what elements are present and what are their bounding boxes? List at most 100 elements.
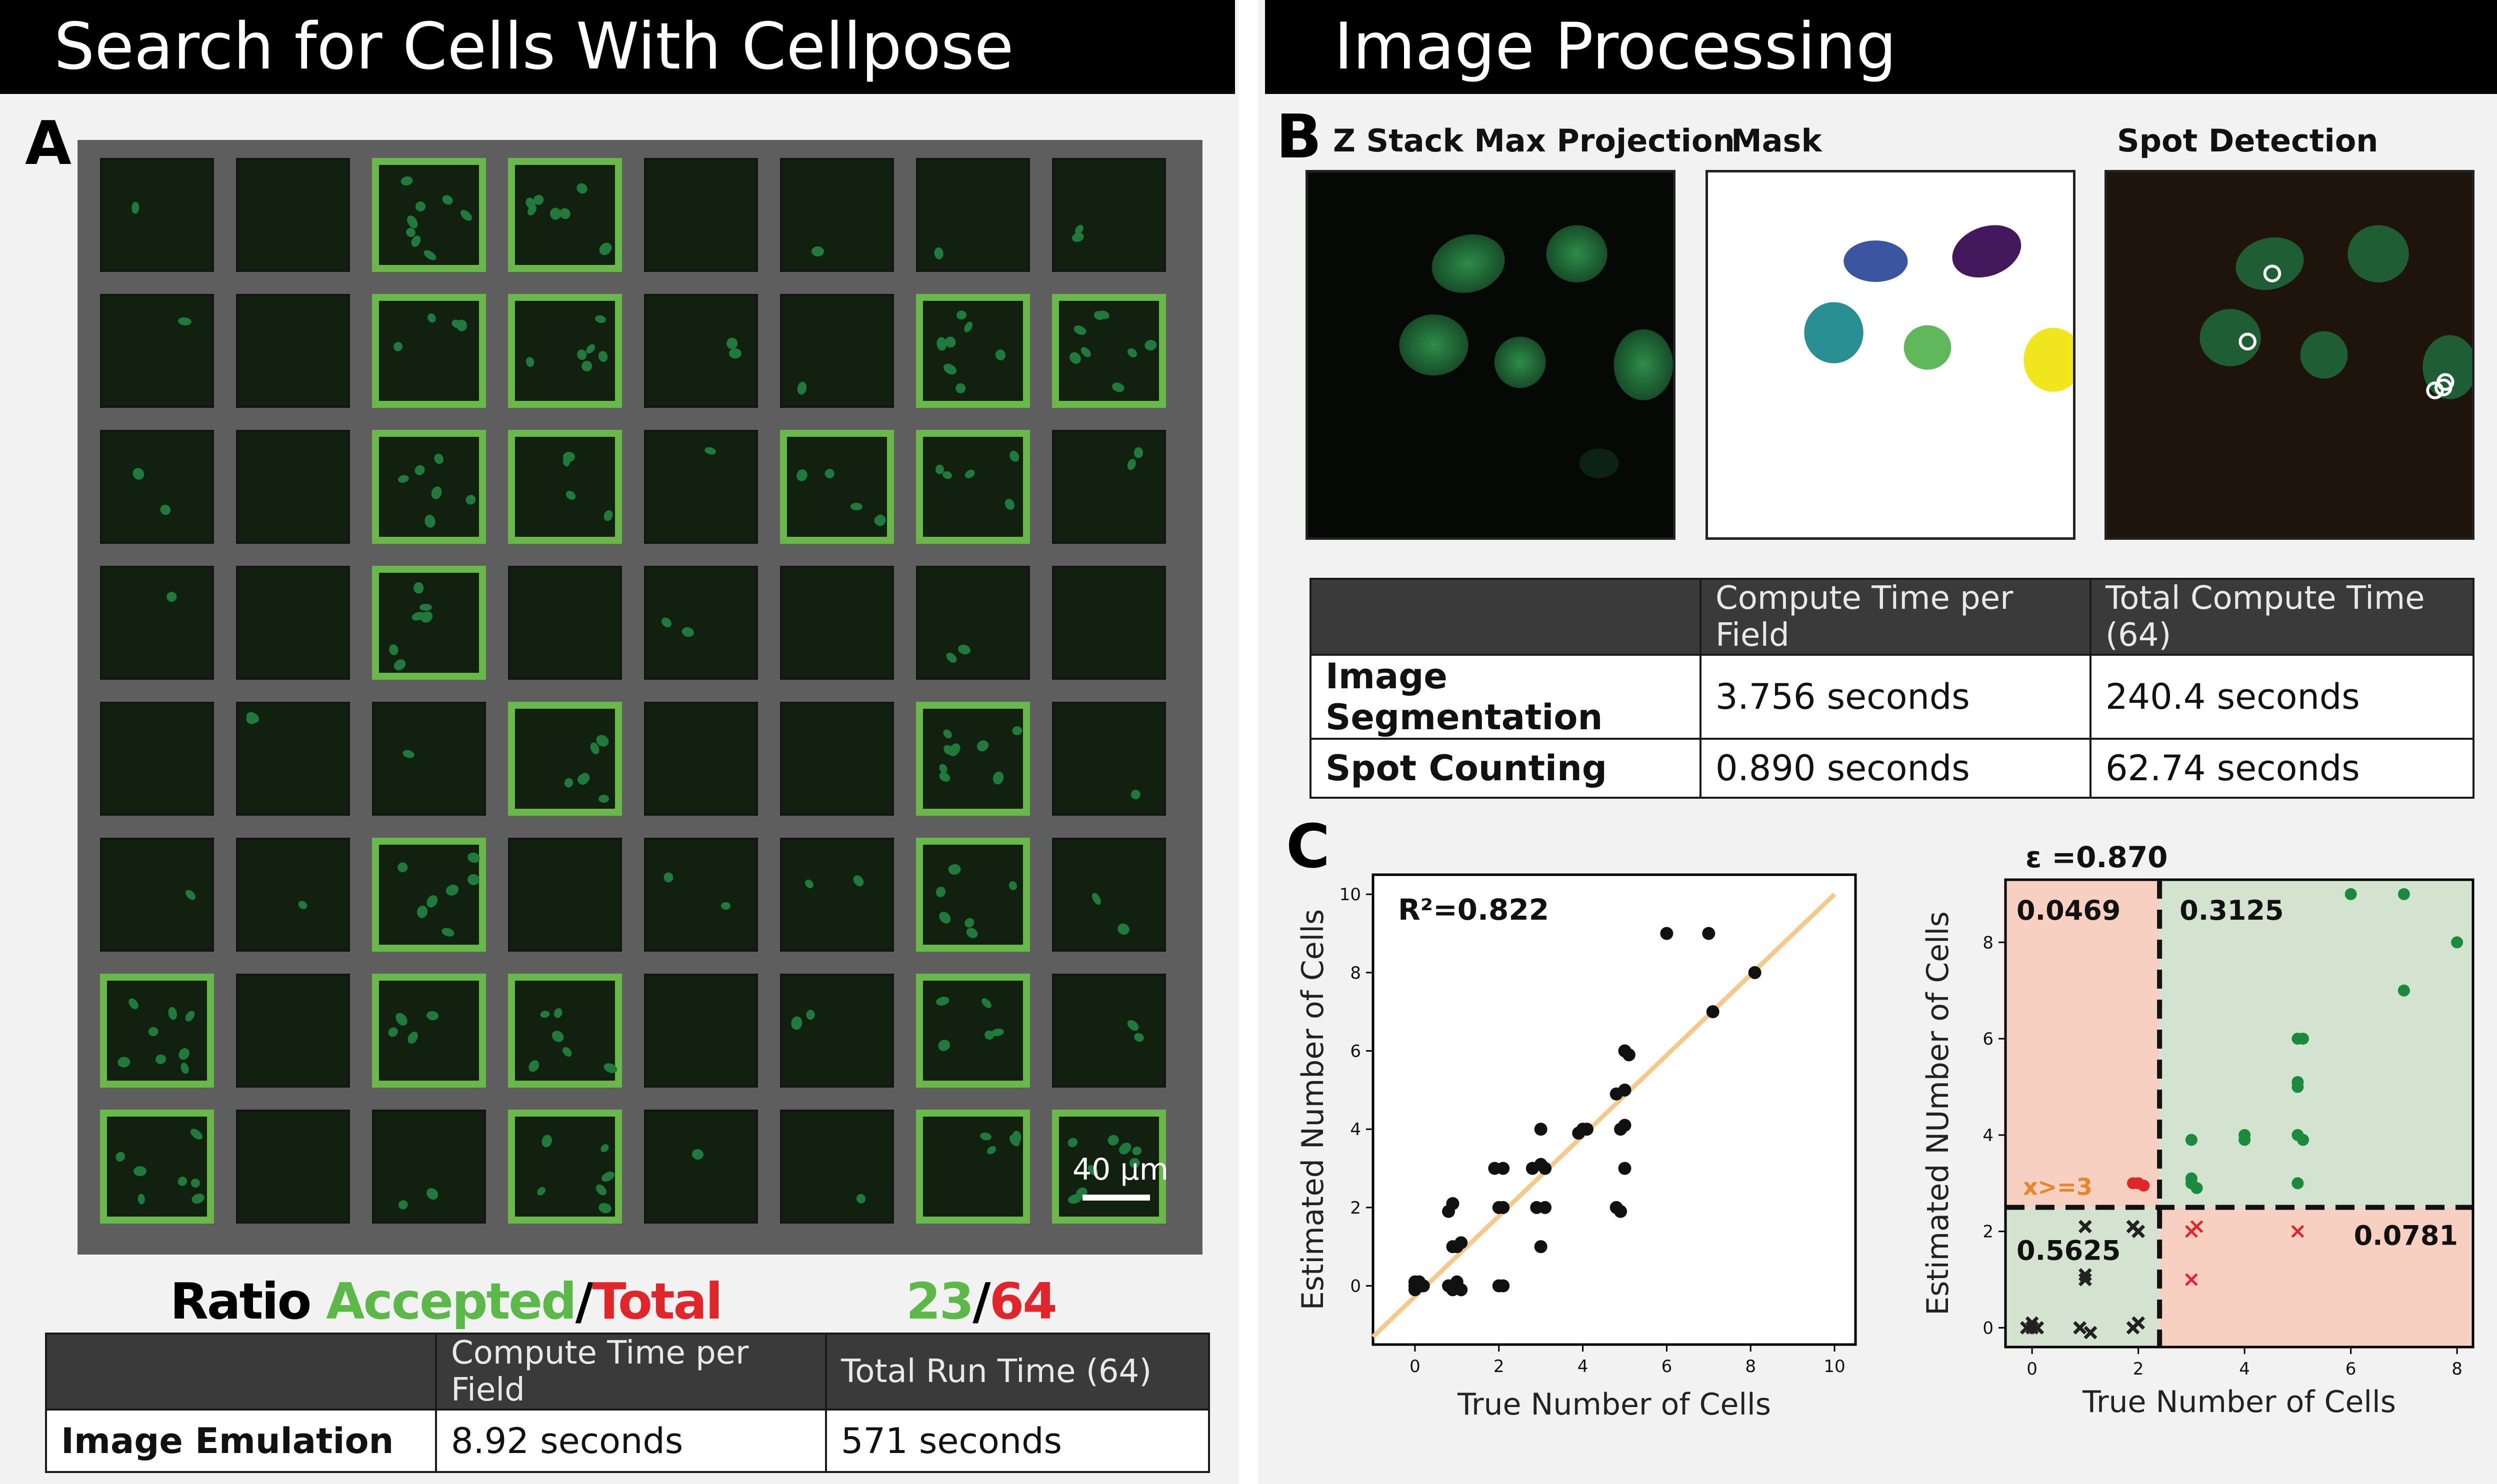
table-header-cell <box>45 1333 437 1411</box>
nucleus <box>962 320 974 334</box>
spot-detection-image <box>2104 170 2474 540</box>
accepted-tile <box>372 430 486 544</box>
rejected-tile <box>236 294 350 408</box>
nucleus <box>1144 339 1158 352</box>
nucleus <box>962 916 976 930</box>
table-header-cell: Total Compute Time (64) <box>2090 578 2474 656</box>
nucleus <box>416 904 429 919</box>
panel-a: Search for Cells With Cellpose A 40 µm R… <box>0 0 1239 1484</box>
nucleus <box>466 851 482 864</box>
nucleus <box>406 1030 420 1046</box>
x-marker <box>2291 1225 2304 1238</box>
nucleus <box>790 1015 804 1031</box>
rejected-tile <box>780 1110 894 1224</box>
rejected-tile <box>644 702 758 816</box>
rejected-tile <box>100 158 214 272</box>
nucleus <box>1106 1133 1120 1147</box>
nucleus <box>1126 346 1139 360</box>
nucleus <box>164 590 179 604</box>
data-point <box>2185 1134 2198 1146</box>
quadrant-top-right <box>2160 880 2473 1208</box>
ratio-slash: / <box>575 1272 594 1331</box>
nucleus <box>985 1144 998 1156</box>
data-point <box>1610 1087 1623 1101</box>
rejected-tile <box>100 294 214 408</box>
accepted-tile <box>916 974 1030 1088</box>
data-point <box>1450 1275 1464 1289</box>
nucleus <box>132 201 140 214</box>
nucleus <box>796 380 808 395</box>
processing-table: Compute Time per Field Total Compute Tim… <box>1310 578 2474 799</box>
table-cell: 8.92 seconds <box>435 1409 827 1473</box>
nucleus <box>598 1142 610 1154</box>
data-point <box>1748 966 1762 979</box>
data-point <box>1446 1197 1460 1210</box>
data-point <box>1496 1279 1510 1293</box>
nucleus <box>680 626 695 638</box>
rejected-tile <box>644 294 758 408</box>
nucleus <box>1125 1018 1141 1033</box>
data-point <box>1538 1162 1552 1175</box>
nucleus <box>1546 225 1608 282</box>
nucleus <box>430 485 444 501</box>
nucleus <box>549 1028 566 1045</box>
accepted-tile <box>372 838 486 952</box>
quadrant-value-top-right: 0.3125 <box>2180 895 2284 926</box>
nucleus <box>704 446 717 456</box>
nucleus <box>414 200 426 212</box>
spot-marker <box>2426 381 2444 399</box>
nucleus <box>1090 891 1102 906</box>
image-title-spot: Spot Detection <box>2117 122 2378 159</box>
table-cell: 62.74 seconds <box>2090 738 2474 799</box>
panel-b-header: Image Processing <box>1265 0 2497 94</box>
nucleus <box>432 452 445 466</box>
total-count: 64 <box>989 1272 1058 1331</box>
x-marker <box>2190 1220 2204 1233</box>
nucleus <box>1079 345 1093 359</box>
table-row-label: Spot Counting <box>1310 738 1702 799</box>
data-point <box>2138 1180 2150 1192</box>
nucleus <box>979 1132 992 1142</box>
data-point <box>2344 888 2357 900</box>
accepted-tile <box>780 430 894 544</box>
data-point <box>1534 1123 1548 1136</box>
nucleus <box>563 452 575 462</box>
accepted-tile <box>372 294 486 408</box>
nucleus <box>936 1037 952 1053</box>
nucleus <box>176 1046 192 1062</box>
y-tick-label: 10 <box>1340 885 1361 905</box>
y-tick-label: 0 <box>1982 1318 1994 1338</box>
nucleus <box>1579 448 1619 478</box>
x-tick-label: 2 <box>2133 1359 2144 1379</box>
nucleus <box>602 1061 618 1075</box>
data-point <box>1618 1119 1632 1132</box>
y-axis-label: Estimated NUmber of Cells <box>1920 911 1956 1315</box>
nucleus <box>577 774 588 785</box>
nucleus <box>1614 329 1673 400</box>
nucleus <box>934 247 944 260</box>
rejected-tile <box>236 974 350 1088</box>
y-tick-label: 0 <box>1350 1277 1361 1297</box>
nucleus <box>426 1010 440 1022</box>
accepted-tile <box>916 430 1030 544</box>
x-tick-label: 8 <box>1745 1357 1756 1377</box>
quadrant-bottom-right <box>2160 1207 2473 1347</box>
nucleus <box>594 314 607 324</box>
nucleus <box>2348 225 2409 282</box>
nucleus <box>1007 449 1021 464</box>
confusion-chart: 0 2 4 6 8 0 2 4 6 8 0.0469 0.3125 0.5625 0.0781 x>=3 ε … <box>1920 840 2474 1420</box>
data-point <box>1618 1162 1632 1175</box>
nucleus <box>1111 381 1126 393</box>
rejected-tile <box>916 566 1030 680</box>
rejected-tile <box>1052 838 1166 952</box>
nucleus <box>184 888 198 902</box>
nucleus <box>957 643 972 656</box>
data-point <box>2451 936 2464 949</box>
nucleus <box>130 466 146 482</box>
nucleus <box>942 470 954 481</box>
data-point <box>2398 984 2410 997</box>
nucleus <box>980 996 994 1010</box>
data-point <box>2292 1177 2304 1190</box>
nucleus <box>806 1009 816 1020</box>
nucleus <box>440 193 455 207</box>
